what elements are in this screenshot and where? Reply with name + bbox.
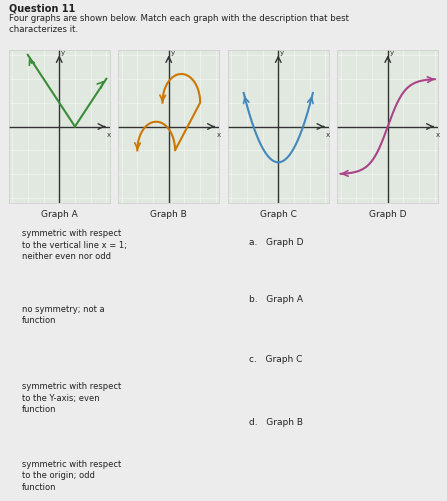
Text: Graph C: Graph C <box>260 210 297 219</box>
Text: symmetric with respect
to the Y-axis; even
function: symmetric with respect to the Y-axis; ev… <box>21 382 121 414</box>
Text: no symmetry; not a
function: no symmetry; not a function <box>21 305 104 325</box>
Text: Question 11: Question 11 <box>9 4 75 14</box>
Text: x: x <box>107 132 111 138</box>
Text: b.   Graph A: b. Graph A <box>249 295 303 304</box>
Text: c.   Graph C: c. Graph C <box>249 355 302 364</box>
Text: Graph B: Graph B <box>150 210 187 219</box>
Text: y: y <box>61 50 65 56</box>
Text: y: y <box>280 50 284 56</box>
Text: x: x <box>436 132 440 138</box>
Text: symmetric with respect
to the vertical line x = 1;
neither even nor odd: symmetric with respect to the vertical l… <box>21 229 127 262</box>
Text: d.   Graph B: d. Graph B <box>249 418 303 427</box>
Text: Graph A: Graph A <box>41 210 78 219</box>
Text: x: x <box>217 132 221 138</box>
Text: Graph D: Graph D <box>369 210 406 219</box>
Text: y: y <box>390 50 394 56</box>
Text: Four graphs are shown below. Match each graph with the description that best
cha: Four graphs are shown below. Match each … <box>9 14 349 34</box>
Text: x: x <box>326 132 330 138</box>
Text: a.   Graph D: a. Graph D <box>249 237 303 246</box>
Text: y: y <box>171 50 175 56</box>
Text: symmetric with respect
to the origin; odd
function: symmetric with respect to the origin; od… <box>21 460 121 492</box>
